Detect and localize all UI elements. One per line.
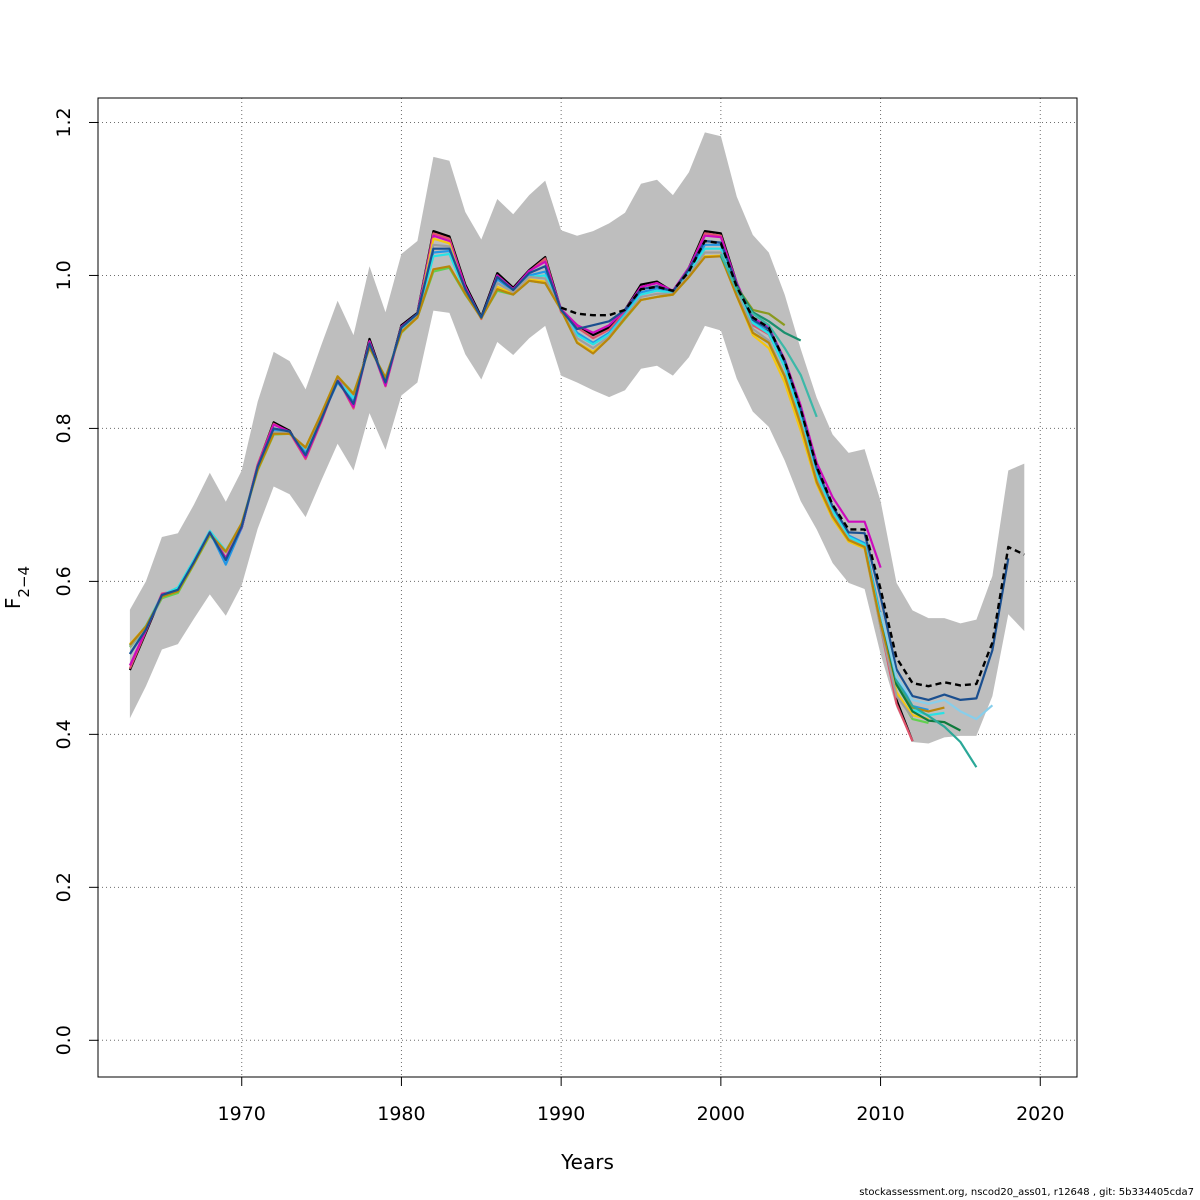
confidence-band-group (129, 132, 1025, 744)
footer-credit: stockassessment.org, nscod20_ass01, r126… (859, 1187, 1194, 1198)
y-tick-label: 0.8 (53, 413, 75, 443)
series-line-17 (560, 239, 1025, 688)
x-tick-label: 1980 (377, 1103, 425, 1125)
series-line-13 (719, 253, 818, 418)
x-tick-label: 2020 (1016, 1103, 1064, 1125)
series-line-9 (129, 255, 945, 713)
y-axis-title: F2−4 (1, 566, 33, 609)
x-axis: 1970 1980 1990 2000 2010 2020 (218, 1077, 1064, 1125)
svg-text:F2−4: F2−4 (1, 566, 33, 609)
x-axis-title: Years (560, 1150, 614, 1174)
plot-frame (97, 97, 1078, 1078)
series-line-15 (879, 611, 978, 768)
y-tick-label: 1.2 (53, 107, 75, 137)
y-tick-label: 0.0 (53, 1025, 75, 1055)
x-tick-label: 2010 (856, 1103, 904, 1125)
y-axis-title-main: F (1, 598, 25, 610)
confidence-band (129, 132, 1025, 744)
series-line-16 (879, 611, 994, 721)
x-tick-label: 1970 (218, 1103, 266, 1125)
y-axis-title-sub: 2−4 (15, 566, 33, 598)
y-tick-label: 0.6 (53, 566, 75, 596)
y-tick-label: 1.0 (53, 260, 75, 290)
y-tick-label: 0.4 (53, 719, 75, 749)
y-axis: 0.0 0.2 0.4 0.6 0.8 1.0 1.2 (53, 107, 98, 1055)
y-tick-label: 0.2 (53, 872, 75, 902)
series-lines (128, 230, 1025, 768)
x-tick-label: 2000 (697, 1103, 745, 1125)
series-line-10 (128, 239, 1010, 702)
x-tick-label: 1990 (537, 1103, 585, 1125)
